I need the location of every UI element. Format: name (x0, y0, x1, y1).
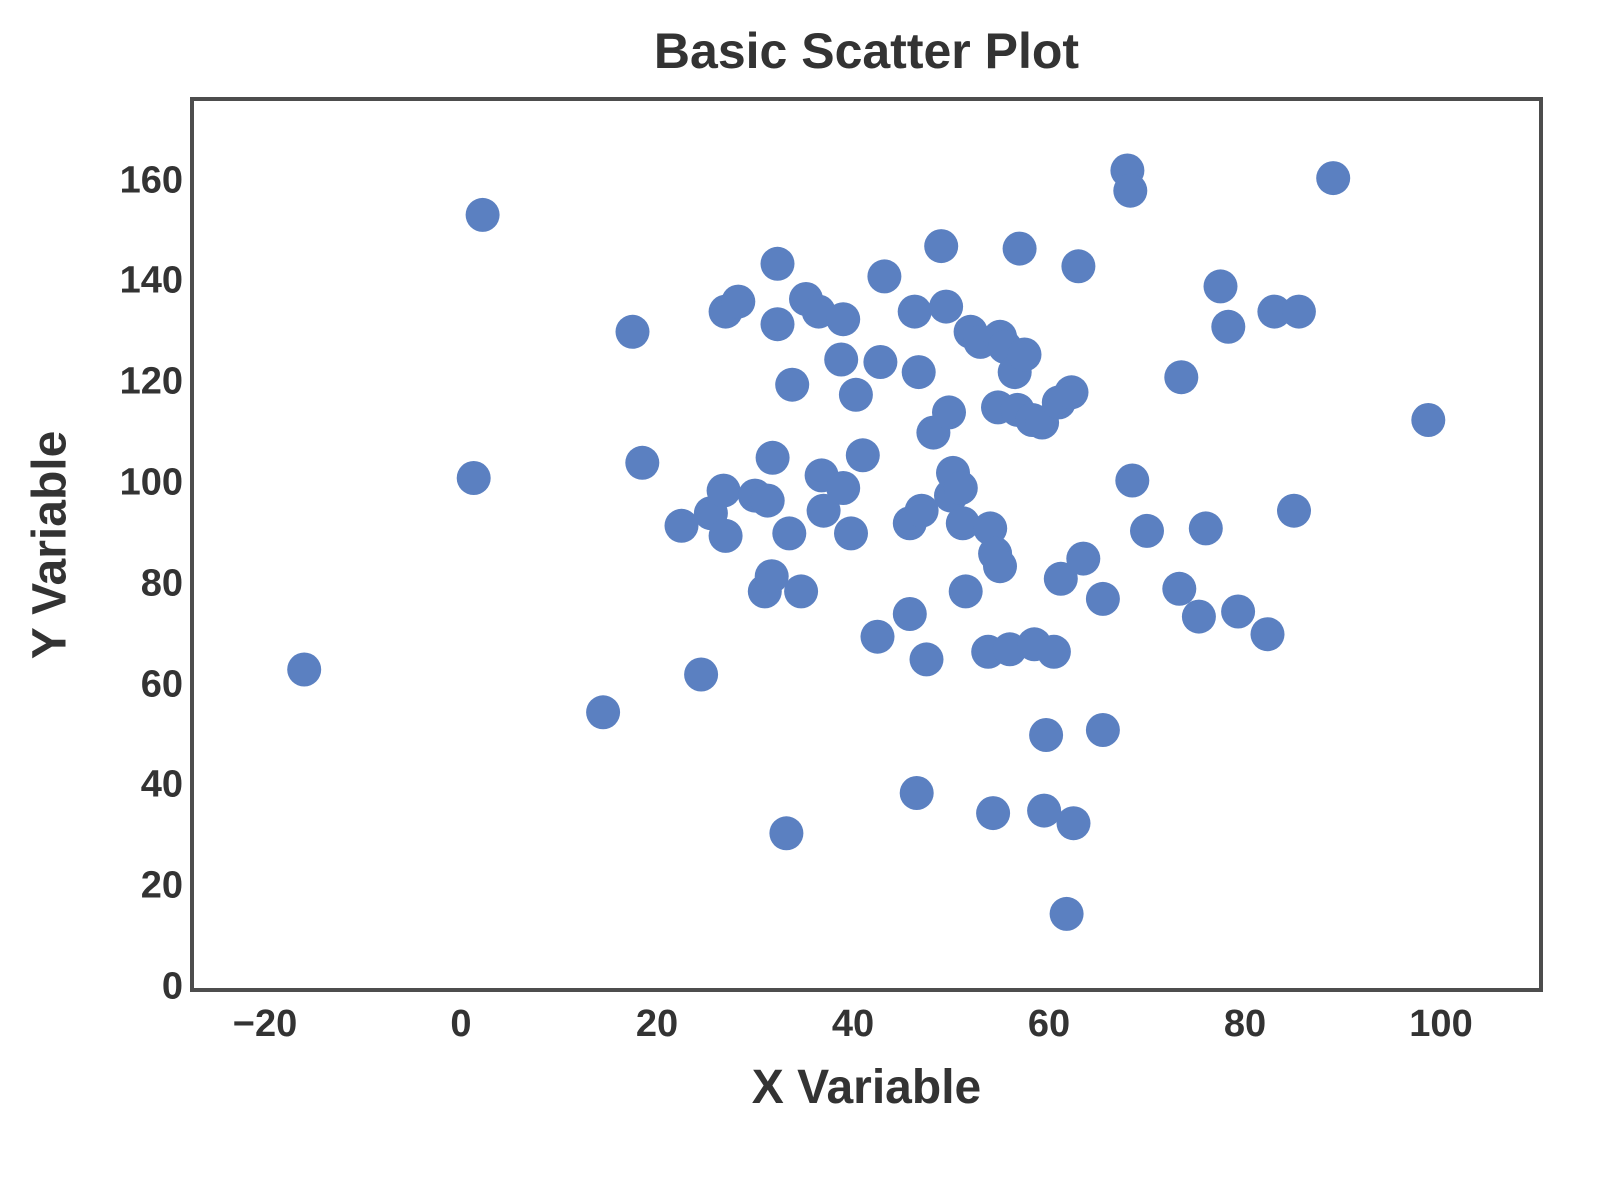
chart-title: Basic Scatter Plot (653, 23, 1080, 79)
x-tick-label: 100 (1409, 1003, 1473, 1045)
data-point (983, 549, 1017, 584)
data-point (1257, 294, 1292, 329)
data-point (901, 355, 936, 390)
data-point (973, 511, 1008, 546)
data-point (929, 289, 964, 324)
data-point (684, 657, 719, 692)
data-point (1181, 599, 1216, 634)
data-point (1056, 806, 1091, 841)
y-tick-label: 160 (119, 159, 183, 202)
data-point (845, 438, 880, 473)
data-point (806, 493, 841, 528)
data-point (760, 307, 795, 342)
data-point (721, 284, 756, 319)
x-tick-label: −20 (232, 1003, 298, 1045)
data-point (1054, 375, 1089, 410)
data-point (1411, 403, 1446, 437)
data-point (867, 259, 902, 294)
x-tick-label: 80 (1223, 1003, 1267, 1045)
x-tick-label: 40 (831, 1003, 875, 1045)
x-tick-label: 20 (635, 1003, 679, 1045)
data-point (465, 197, 500, 232)
data-point (706, 473, 741, 508)
data-point (1221, 594, 1256, 629)
data-point (664, 508, 699, 543)
data-point (754, 559, 789, 594)
data-point (904, 493, 939, 528)
y-tick-label: 60 (140, 663, 183, 706)
data-point (826, 302, 861, 337)
data-point (899, 776, 934, 810)
data-point (1061, 249, 1096, 284)
data-point (860, 619, 895, 654)
data-point (1203, 269, 1238, 304)
y-tick-label: 100 (119, 461, 183, 504)
data-point (897, 294, 932, 329)
data-point (1130, 513, 1164, 548)
y-tick-label: 0 (161, 965, 183, 1008)
data-point (1164, 360, 1199, 395)
data-point (932, 395, 966, 430)
data-point (775, 367, 810, 402)
data-point (1002, 231, 1037, 266)
data-point (824, 342, 859, 377)
y-tick-label: 40 (140, 763, 183, 806)
data-point (1281, 294, 1316, 329)
data-point (1277, 493, 1311, 528)
y-tick-label: 120 (119, 360, 183, 403)
data-point (772, 516, 807, 551)
data-point (948, 574, 983, 609)
data-point (976, 796, 1011, 831)
data-point (1316, 161, 1351, 196)
x-tick-label: 0 (450, 1003, 472, 1045)
data-point (943, 471, 978, 505)
data-point (826, 471, 861, 505)
data-point (1043, 561, 1078, 596)
data-point (1036, 634, 1071, 669)
data-point (1188, 511, 1223, 546)
data-point (1066, 541, 1101, 576)
y-axis-label: Y Variable (23, 430, 77, 660)
x-tick-label: 60 (1027, 1003, 1071, 1045)
data-point (834, 516, 868, 551)
data-point (1027, 793, 1062, 828)
data-point (1085, 713, 1120, 747)
y-tick-label: 20 (140, 864, 183, 907)
data-point (1049, 896, 1084, 931)
data-point (1211, 309, 1246, 344)
data-point (1085, 581, 1120, 616)
data-point (287, 652, 322, 687)
data-point (755, 440, 790, 475)
data-point (1113, 173, 1148, 208)
data-point (586, 695, 621, 730)
plot-area (190, 97, 1543, 992)
data-point (909, 642, 944, 677)
data-point (456, 461, 491, 495)
data-point (1162, 571, 1197, 606)
data-point (760, 246, 795, 281)
data-point (769, 816, 804, 851)
y-tick-label: 80 (140, 562, 183, 605)
data-point (892, 597, 927, 631)
data-point (1250, 617, 1285, 652)
data-point (863, 345, 898, 379)
data-point (625, 445, 660, 480)
y-tick-label: 140 (119, 259, 183, 302)
data-point (1029, 718, 1064, 752)
data-point (615, 314, 650, 349)
data-point (945, 506, 980, 541)
x-axis-label: X Variable (751, 1061, 982, 1114)
data-point (1115, 463, 1150, 498)
data-point (838, 377, 873, 412)
data-point (708, 518, 743, 553)
data-point (750, 483, 785, 518)
data-point (1007, 337, 1042, 372)
data-point (784, 574, 819, 609)
data-point (924, 229, 959, 264)
